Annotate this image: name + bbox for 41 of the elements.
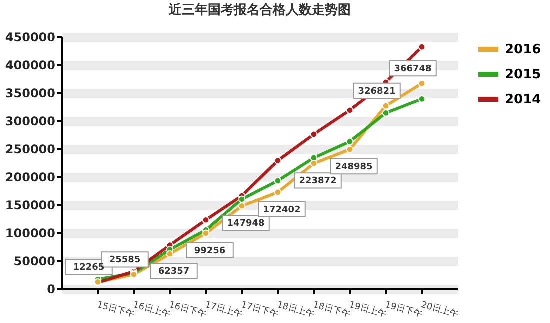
- point: [418, 43, 426, 51]
- legend-label: 2015: [505, 68, 542, 82]
- point: [202, 216, 210, 224]
- point: [346, 138, 354, 146]
- data-label: 147948: [227, 219, 265, 230]
- data-label: 62357: [158, 267, 190, 278]
- legend-label: 2016: [505, 42, 542, 58]
- point: [310, 160, 318, 168]
- legend-label: 2014: [505, 92, 542, 108]
- point: [418, 96, 426, 103]
- point: [274, 177, 282, 185]
- data-label: 326821: [358, 86, 396, 97]
- point: [382, 110, 390, 117]
- y-tick-label: 200000: [5, 170, 56, 184]
- y-tick-label: 100000: [5, 226, 56, 240]
- y-tick-label: 50000: [14, 254, 56, 268]
- data-label: 172402: [263, 205, 301, 216]
- y-tick-label: 250000: [5, 142, 56, 156]
- point: [310, 130, 318, 138]
- data-label: 248985: [335, 162, 373, 173]
- y-tick-label: 350000: [5, 86, 56, 100]
- data-label: 12265: [73, 263, 105, 274]
- y-tick-label: 0: [47, 282, 56, 296]
- y-tick-label: 450000: [5, 30, 56, 44]
- chart-title: 近三年国考报名合格人数走势图: [168, 2, 351, 18]
- point: [274, 188, 282, 196]
- y-tick-label: 400000: [5, 58, 56, 72]
- point: [346, 106, 354, 114]
- point: [238, 196, 246, 204]
- data-label: 366748: [394, 64, 432, 75]
- point: [274, 157, 282, 164]
- point: [202, 230, 210, 238]
- data-label: 223872: [299, 176, 337, 187]
- point: [346, 146, 354, 154]
- data-label: 99256: [194, 246, 226, 256]
- y-tick-label: 150000: [5, 198, 56, 212]
- y-tick-label: 300000: [5, 114, 56, 128]
- data-label: 25585: [109, 256, 141, 266]
- point: [382, 102, 390, 110]
- point: [238, 202, 246, 210]
- point: [166, 250, 174, 258]
